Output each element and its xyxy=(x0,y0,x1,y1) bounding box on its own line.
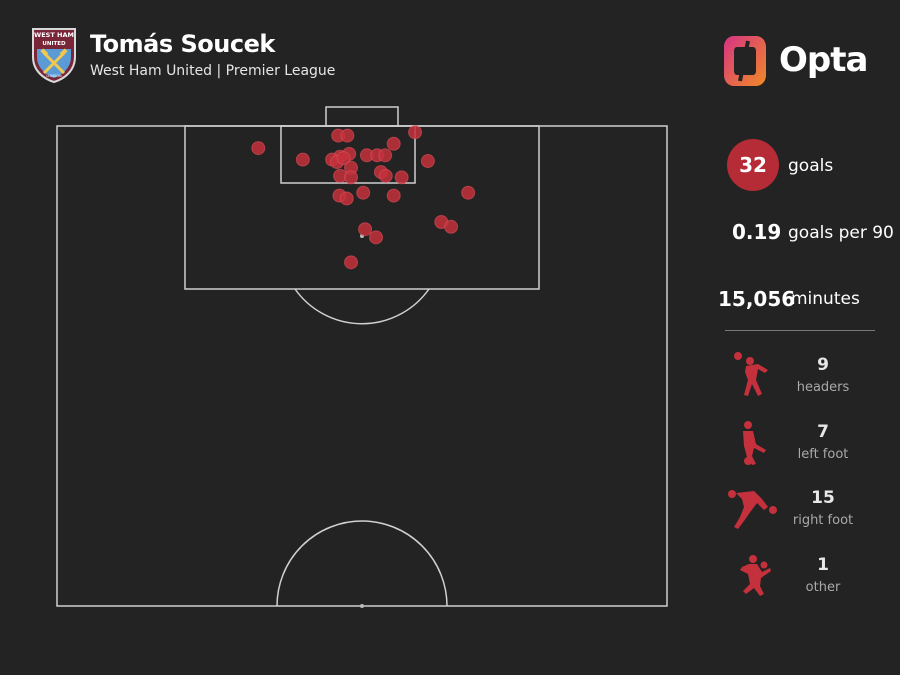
goal-marker-29 xyxy=(358,222,373,237)
header-player-icon xyxy=(734,352,768,396)
goal xyxy=(325,106,399,127)
goals-count-badge: 32 xyxy=(727,139,779,191)
goal-marker-19 xyxy=(344,170,359,185)
goals-per-90-value: 0.19 xyxy=(732,220,782,244)
goal-marker-3 xyxy=(408,125,423,140)
minutes-label: minutes xyxy=(791,289,860,309)
goal-marker-15 xyxy=(420,154,435,169)
goal-marker-4 xyxy=(251,141,266,156)
opta-wordmark: Opta xyxy=(779,40,868,80)
goal-marker-22 xyxy=(356,185,371,200)
headers-value: 9 xyxy=(817,355,829,375)
west-ham-crest-icon: WEST HAM UNITED LONDON xyxy=(32,28,76,83)
other-value: 1 xyxy=(817,555,829,575)
headers-label: headers xyxy=(796,380,850,395)
goal-marker-21 xyxy=(394,170,409,185)
centre-circle xyxy=(276,520,448,607)
opta-logo-icon xyxy=(724,36,766,86)
right-foot-label: right foot xyxy=(792,513,854,528)
pitch-lines xyxy=(56,106,668,607)
goal-marker-11 xyxy=(295,152,310,167)
penalty-arc xyxy=(294,288,430,325)
left-foot-player-icon xyxy=(743,421,766,465)
left-foot-label: left foot xyxy=(797,447,849,462)
goal-marker-24 xyxy=(339,191,354,206)
goal-marker-26 xyxy=(461,185,476,200)
crest-text-2: UNITED xyxy=(42,41,66,47)
other-label: other xyxy=(805,580,841,595)
goal-marker-10 xyxy=(378,148,393,163)
goal-marker-28 xyxy=(444,219,459,234)
player-name: Tomás Soucek xyxy=(90,30,275,58)
centre-spot xyxy=(360,604,364,608)
goals-per-90-label: goals per 90 xyxy=(788,223,894,243)
crest-text-1: WEST HAM xyxy=(34,31,74,39)
goal-marker-25 xyxy=(386,188,401,203)
right-foot-value: 15 xyxy=(811,488,835,508)
goal-marker-30 xyxy=(369,230,384,245)
goal-markers xyxy=(251,125,476,270)
goal-marker-5 xyxy=(386,136,401,151)
crest-text-3: LONDON xyxy=(46,74,62,78)
goal-marker-14 xyxy=(336,151,351,166)
goal-marker-31 xyxy=(344,255,359,270)
goal-marker-20 xyxy=(378,168,393,183)
minutes-value: 15,056 xyxy=(718,287,796,311)
left-foot-value: 7 xyxy=(817,422,829,442)
goal-marker-2 xyxy=(340,128,355,143)
stats-divider xyxy=(725,330,875,331)
team-league: West Ham United | Premier League xyxy=(90,63,336,79)
other-player-icon xyxy=(740,555,771,596)
right-foot-player-icon xyxy=(728,490,777,529)
goals-label: goals xyxy=(788,156,834,176)
